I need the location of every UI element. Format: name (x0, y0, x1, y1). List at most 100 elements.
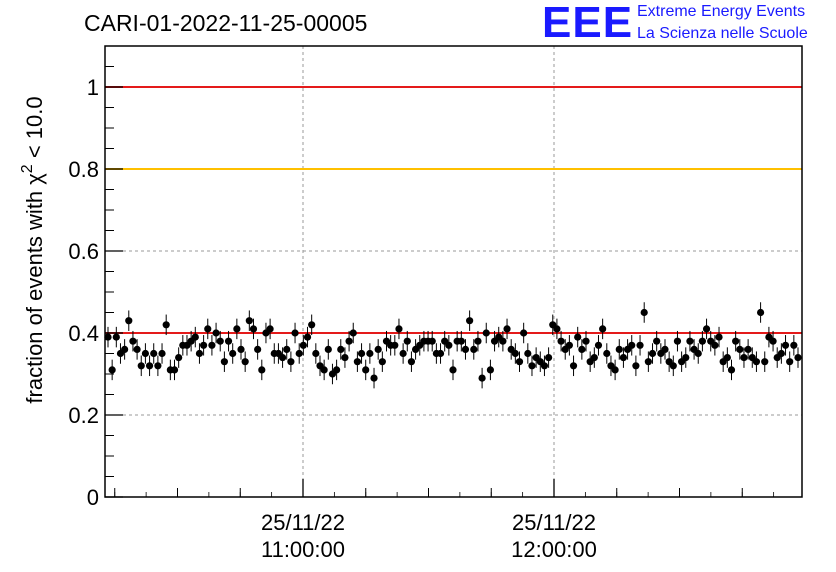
point-marker (590, 354, 598, 362)
chart-title: CARI-01-2022-11-25-00005 (84, 10, 368, 36)
data-point (686, 330, 694, 352)
point-marker (486, 366, 495, 374)
point-marker (266, 325, 274, 333)
y-axis-label-rest: < 10.0 (22, 96, 47, 164)
point-marker (740, 354, 748, 362)
point-marker (653, 337, 661, 345)
data-point (154, 355, 162, 377)
data-point (653, 330, 661, 352)
data-point (740, 347, 748, 368)
point-marker (237, 345, 245, 353)
data-point (357, 343, 366, 364)
data-point (723, 347, 731, 368)
point-marker (640, 308, 648, 317)
point-marker (736, 345, 744, 353)
data-point (145, 355, 154, 377)
point-marker (777, 349, 785, 358)
point-marker (482, 329, 490, 337)
data-point (403, 330, 411, 352)
data-point (632, 355, 640, 377)
point-marker (511, 349, 519, 358)
point-marker (353, 358, 361, 366)
point-marker (565, 341, 573, 349)
point-marker (154, 362, 162, 370)
point-marker (162, 321, 170, 329)
data-point (104, 326, 112, 348)
reference-lines (105, 86, 802, 334)
data-point (557, 330, 565, 352)
y-tick-label: 0 (87, 485, 99, 510)
y-tick-label: 0.2 (68, 403, 99, 428)
point-marker (370, 374, 378, 382)
point-marker (403, 337, 411, 345)
data-point (449, 359, 457, 381)
point-marker (208, 341, 216, 349)
x-tick-label-time: 12:00:00 (511, 537, 597, 562)
point-marker (515, 358, 524, 366)
data-point (333, 359, 341, 381)
point-marker (374, 345, 382, 353)
data-point (470, 339, 478, 360)
point-marker (216, 337, 224, 345)
data-point (258, 359, 266, 381)
data-point (353, 351, 361, 372)
data-point (727, 359, 736, 381)
point-marker (428, 337, 436, 345)
data-point (648, 343, 657, 364)
point-marker (553, 325, 561, 333)
point-marker (395, 325, 403, 333)
data-point (603, 343, 611, 364)
point-marker (619, 354, 628, 362)
point-marker (357, 349, 366, 358)
point-marker (399, 349, 407, 358)
data-point (216, 330, 224, 352)
data-point (337, 339, 345, 360)
point-marker (312, 349, 320, 358)
data-point (108, 359, 116, 381)
point-marker (191, 333, 199, 341)
point-marker (528, 362, 536, 370)
data-point (569, 355, 578, 377)
data-point (254, 339, 262, 360)
data-point (366, 343, 374, 364)
point-marker (158, 349, 166, 358)
data-point (499, 330, 507, 352)
point-marker (108, 366, 116, 374)
data-point (553, 318, 561, 340)
data-point (640, 302, 648, 323)
x-tick-label-date: 25/11/22 (261, 510, 345, 535)
data-point (486, 359, 495, 381)
point-marker (112, 333, 120, 341)
point-marker (104, 333, 112, 341)
data-point (482, 322, 490, 344)
data-point (382, 330, 391, 352)
data-point (320, 359, 328, 381)
data-point (220, 351, 228, 372)
point-marker (133, 345, 141, 353)
data-point (204, 318, 212, 340)
data-point (395, 318, 403, 340)
plot-frame (104, 45, 803, 498)
point-marker (324, 345, 332, 353)
data-point (528, 355, 536, 377)
x-tick-label-date: 25/11/22 (512, 510, 596, 535)
point-marker (391, 341, 399, 349)
data-point (208, 335, 216, 356)
point-marker (557, 337, 565, 345)
data-point (615, 339, 623, 360)
data-point (445, 335, 453, 356)
point-marker (702, 325, 711, 333)
data-point (237, 339, 245, 360)
point-marker (524, 349, 532, 358)
data-point (503, 318, 511, 340)
y-tick-label: 1 (87, 75, 99, 100)
point-marker (125, 317, 133, 325)
point-marker (520, 329, 528, 337)
data-point (586, 351, 594, 372)
data-point (428, 330, 436, 352)
point-marker (457, 337, 465, 345)
data-point (125, 310, 133, 331)
point-marker (603, 349, 611, 358)
point-marker (574, 333, 582, 341)
data-point (170, 359, 179, 381)
